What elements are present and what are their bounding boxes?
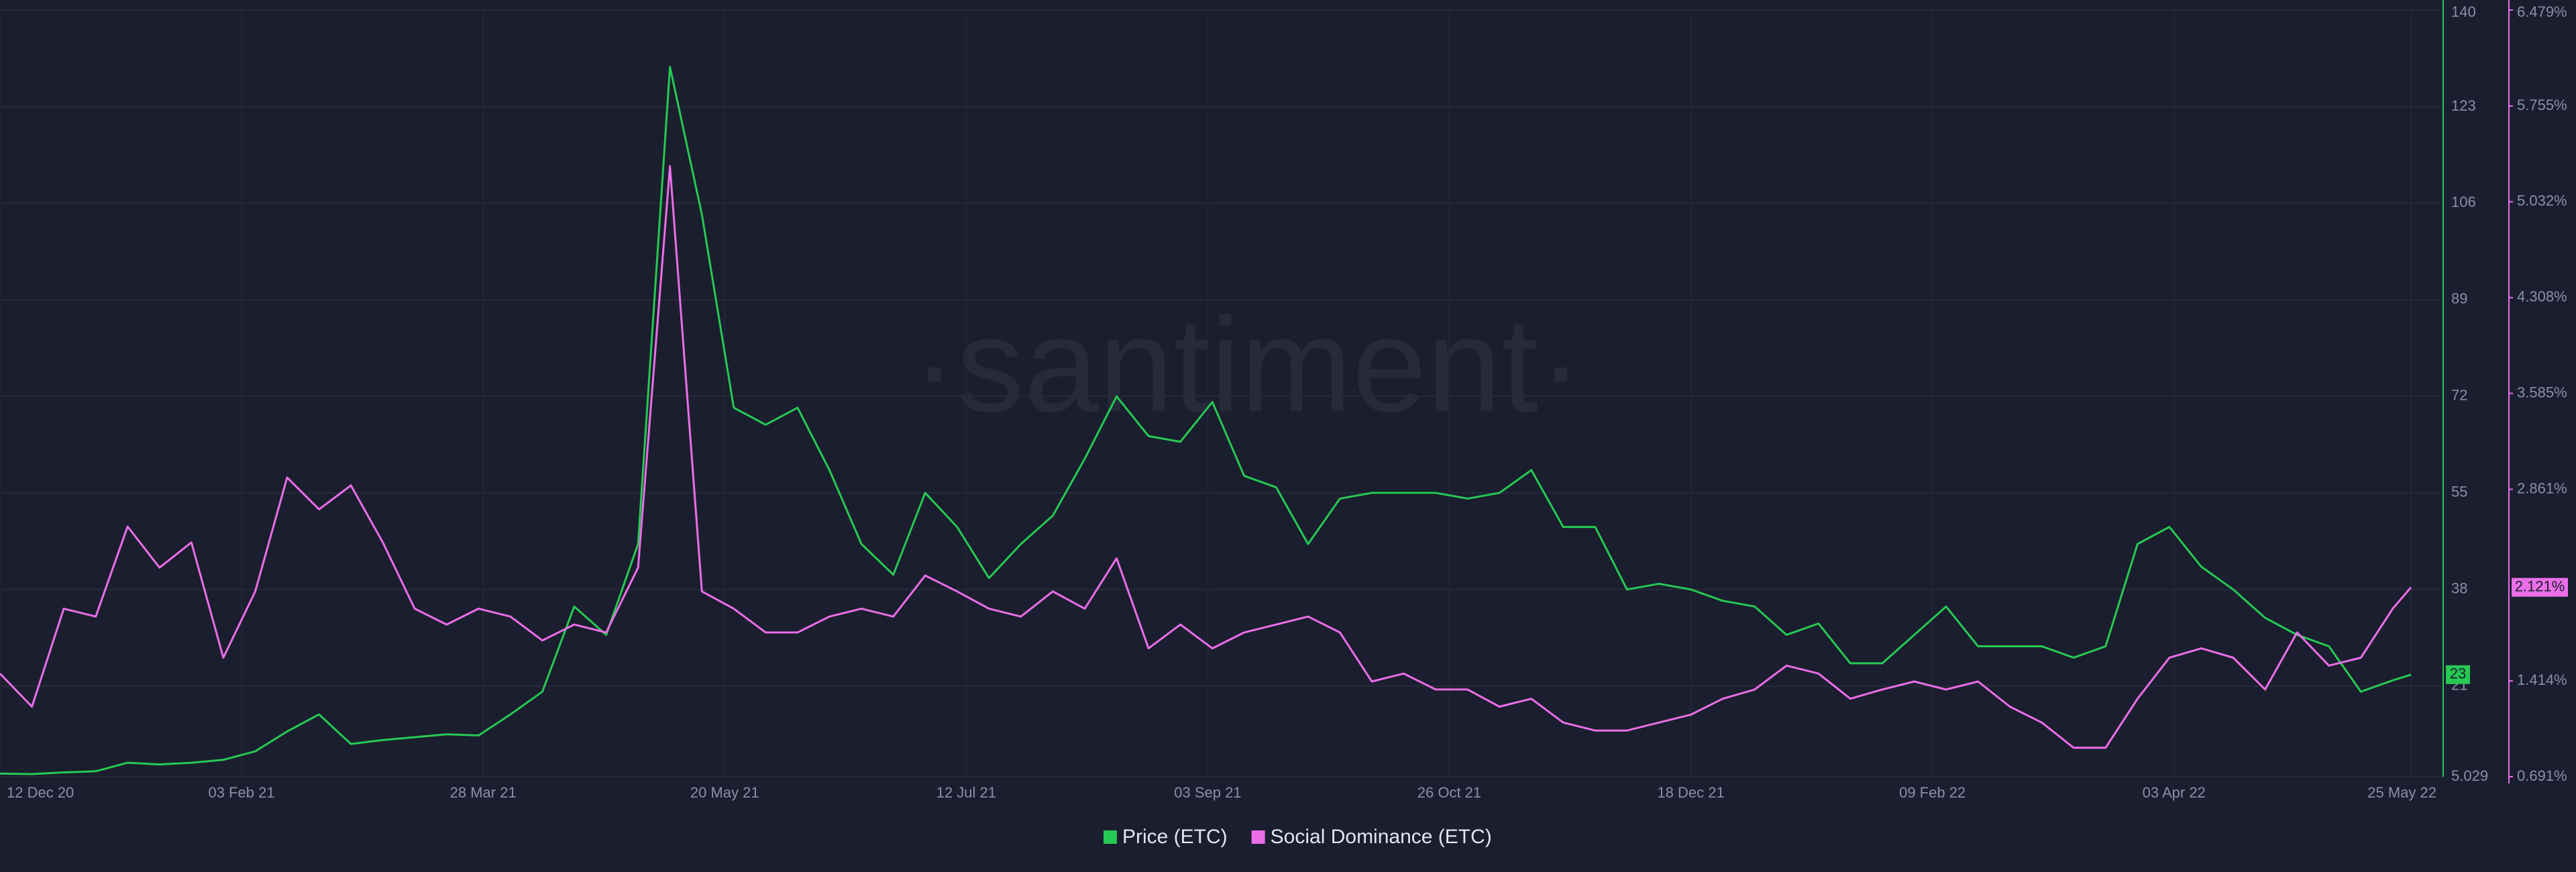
y2-tick-label: 4.308% bbox=[2517, 288, 2567, 305]
x-tick-label: 26 Oct 21 bbox=[1417, 784, 1481, 801]
x-tick-label: 12 Jul 21 bbox=[936, 784, 996, 801]
legend-item[interactable]: Price (ETC) bbox=[1104, 826, 1228, 848]
y-tick-label: 89 bbox=[2451, 290, 2467, 307]
y-tick-label: 106 bbox=[2451, 194, 2476, 211]
y-tick-label: 140 bbox=[2451, 3, 2476, 20]
y2-tick-label: 6.479% bbox=[2517, 3, 2567, 20]
x-tick-label: 09 Feb 22 bbox=[1899, 784, 1966, 801]
legend-swatch bbox=[1251, 830, 1265, 844]
y2-tick-label: 0.691% bbox=[2517, 767, 2567, 784]
badge-label: 2.121% bbox=[2515, 578, 2565, 594]
legend-item[interactable]: Social Dominance (ETC) bbox=[1251, 826, 1492, 848]
x-tick-label: 12 Dec 20 bbox=[7, 784, 74, 801]
x-tick-label: 25 May 22 bbox=[2367, 784, 2436, 801]
legend-swatch bbox=[1104, 830, 1117, 844]
series-line bbox=[0, 165, 2412, 749]
last-value-badge: 23 bbox=[2446, 665, 2470, 684]
y2-tick-label: 3.585% bbox=[2517, 384, 2567, 400]
y-tick-label: 5.029 bbox=[2451, 767, 2488, 784]
badge-label: 23 bbox=[2450, 665, 2466, 682]
y-tick-label: 72 bbox=[2451, 387, 2467, 404]
y2-tick-label: 1.414% bbox=[2517, 671, 2567, 688]
badge-box bbox=[2446, 665, 2470, 684]
y-tick-label: 55 bbox=[2451, 484, 2467, 500]
x-tick-label: 18 Dec 21 bbox=[1657, 784, 1724, 801]
badge-box bbox=[2512, 578, 2568, 597]
x-tick-label: 03 Sep 21 bbox=[1174, 784, 1241, 801]
y2-tick-label: 5.755% bbox=[2517, 97, 2567, 113]
y-tick-label: 38 bbox=[2451, 580, 2467, 597]
y2-tick-label: 5.032% bbox=[2517, 193, 2567, 209]
x-tick-label: 20 May 21 bbox=[690, 784, 759, 801]
y2-tick-label: 2.861% bbox=[2517, 480, 2567, 496]
x-tick-label: 28 Mar 21 bbox=[450, 784, 517, 801]
x-tick-label: 03 Apr 22 bbox=[2143, 784, 2206, 801]
y-tick-label: 123 bbox=[2451, 97, 2476, 114]
series-line bbox=[0, 66, 2412, 775]
legend-label: Price (ETC) bbox=[1122, 826, 1228, 848]
x-tick-label: 03 Feb 21 bbox=[209, 784, 275, 801]
legend-label: Social Dominance (ETC) bbox=[1271, 826, 1492, 848]
watermark: ·santiment· bbox=[912, 290, 1583, 440]
last-value-badge: 2.121% bbox=[2512, 578, 2568, 597]
